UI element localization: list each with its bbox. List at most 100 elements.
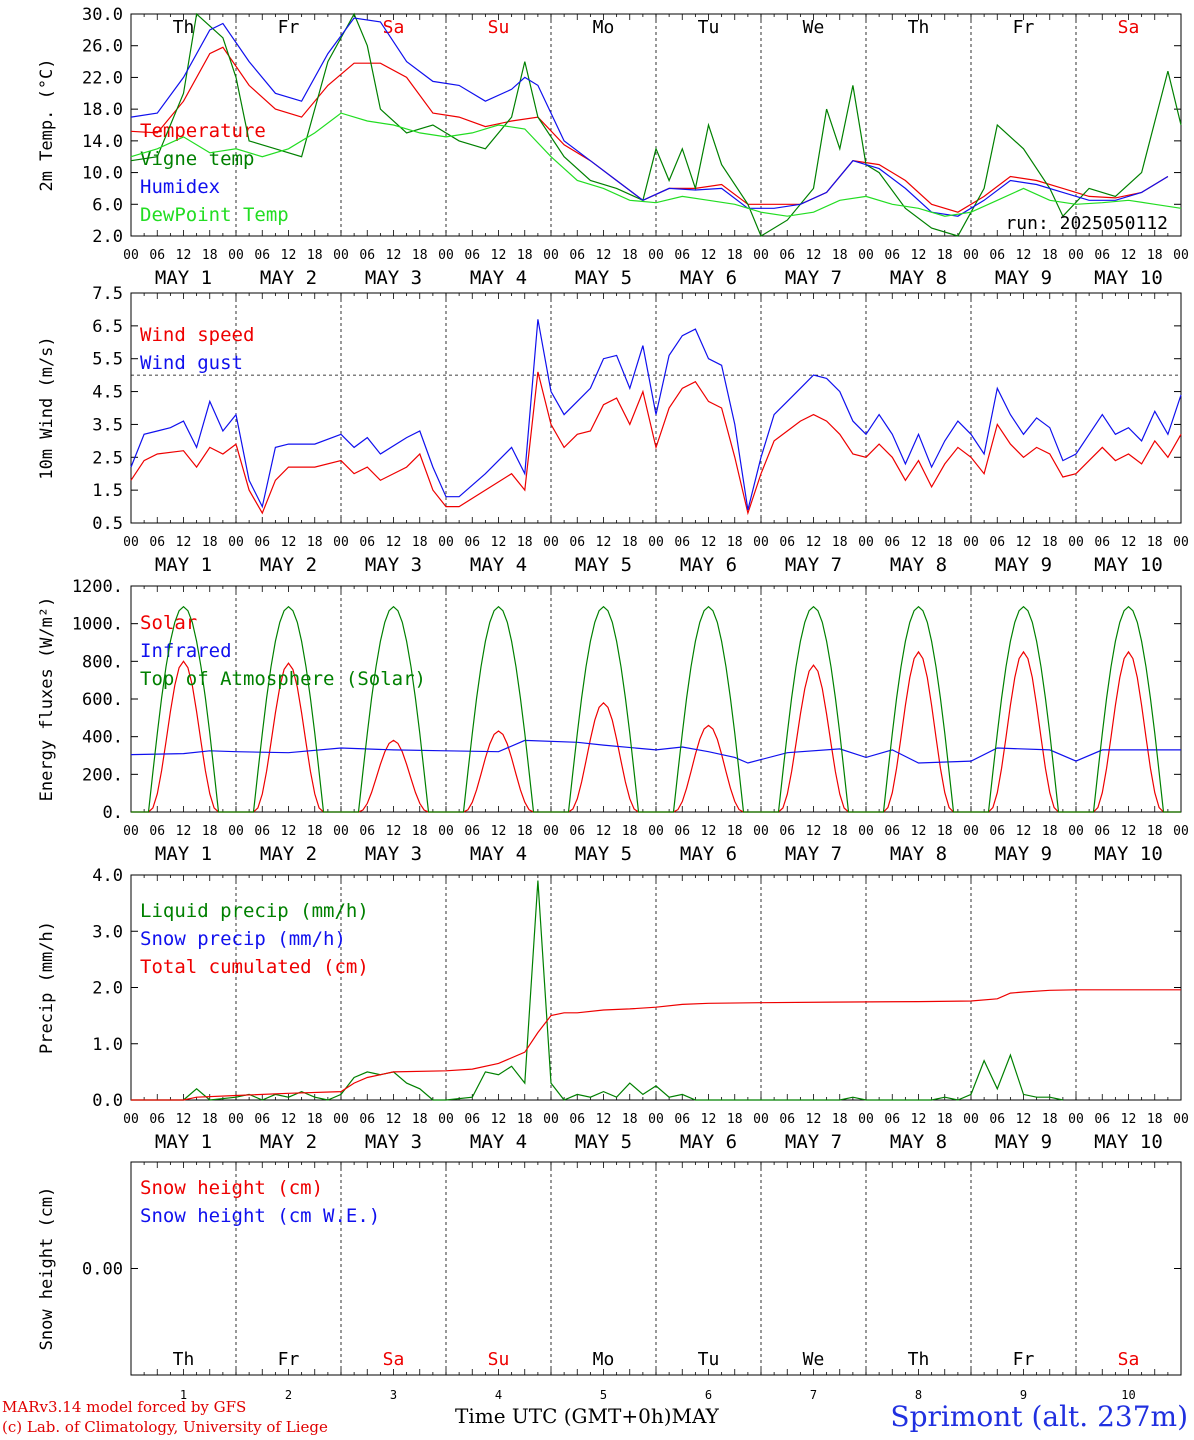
- hour-label: 12: [176, 535, 192, 550]
- hour-label: 00: [228, 1112, 244, 1127]
- date-label: MAY 2: [260, 1131, 317, 1153]
- x-axis-month: MAY: [671, 1404, 719, 1428]
- hour-label: 06: [254, 824, 270, 839]
- series-line-dewpoint-temp: [130, 112, 1182, 217]
- y-tick-label: 26.0: [82, 37, 123, 57]
- hour-label: 06: [569, 824, 585, 839]
- y-tick-label: 18.0: [82, 100, 123, 120]
- hour-label: 00: [228, 824, 244, 839]
- hour-label: 18: [832, 1112, 848, 1127]
- date-label: MAY 10: [1094, 554, 1163, 576]
- hour-label: 00: [753, 248, 769, 263]
- legend-entry: Solar: [140, 612, 197, 634]
- date-label: MAY 7: [785, 554, 842, 576]
- hour-label: 00: [438, 535, 454, 550]
- hour-label: 12: [1121, 1112, 1137, 1127]
- hour-label: 00: [543, 248, 559, 263]
- hour-label: 18: [1147, 248, 1163, 263]
- hour-label: 18: [517, 824, 533, 839]
- day-name: Fr: [1013, 1349, 1035, 1370]
- hour-label: 18: [202, 248, 218, 263]
- hour-label: 12: [491, 824, 507, 839]
- y-tick-label: 400.: [82, 728, 123, 748]
- date-label: MAY 3: [365, 554, 422, 576]
- hour-label: 18: [412, 1112, 428, 1127]
- date-label: MAY 3: [365, 1131, 422, 1153]
- hour-label: 06: [1094, 824, 1110, 839]
- hour-label: 06: [779, 824, 795, 839]
- day-number: 2: [285, 1388, 292, 1402]
- date-label: MAY 1: [155, 267, 212, 289]
- day-name: We: [803, 1349, 825, 1370]
- day-name: Tu: [698, 1349, 720, 1370]
- hour-label: 00: [123, 248, 139, 263]
- hour-label: 00: [333, 535, 349, 550]
- day-number: 5: [600, 1388, 607, 1402]
- hour-label: 12: [1016, 535, 1032, 550]
- series-line-infrared: [130, 739, 1181, 764]
- credit-lab: (c) Lab. of Climatology, University of L…: [2, 1418, 328, 1436]
- hour-label: 00: [963, 248, 979, 263]
- hour-label: 18: [412, 824, 428, 839]
- day-name: Tu: [698, 17, 720, 38]
- y-tick-label: 0.5: [92, 514, 123, 534]
- hour-label: 18: [307, 535, 323, 550]
- day-name: Sa: [383, 1349, 405, 1370]
- date-label: MAY 1: [155, 843, 212, 865]
- date-label: MAY 5: [575, 843, 632, 865]
- day-name: Fr: [278, 17, 300, 38]
- hour-label: 00: [228, 535, 244, 550]
- hour-label: 00: [963, 824, 979, 839]
- hour-label: 18: [202, 1112, 218, 1127]
- y-axis-label: Snow height (cm): [37, 1187, 57, 1351]
- y-tick-label: 1.0: [92, 1035, 123, 1055]
- legend-entry: Snow height (cm W.E.): [140, 1205, 380, 1227]
- hour-label: 06: [359, 824, 375, 839]
- y-tick-label: 2.5: [92, 448, 123, 468]
- day-name: Sa: [383, 17, 405, 38]
- date-label: MAY 2: [260, 554, 317, 576]
- date-label: MAY 5: [575, 1131, 632, 1153]
- hour-label: 06: [254, 1112, 270, 1127]
- run-annotation: run: 2025050112: [1005, 213, 1168, 234]
- hour-label: 12: [281, 248, 297, 263]
- y-tick-label: 2.0: [92, 227, 123, 247]
- date-label: MAY 1: [155, 554, 212, 576]
- y-tick-label: 3.5: [92, 415, 123, 435]
- hour-label: 12: [701, 824, 717, 839]
- hour-label: 06: [1094, 1112, 1110, 1127]
- hour-label: 12: [596, 248, 612, 263]
- day-name: Th: [173, 1349, 195, 1370]
- date-label: MAY 8: [890, 554, 947, 576]
- hour-label: 18: [1042, 1112, 1058, 1127]
- day-name: Mo: [593, 1349, 615, 1370]
- hour-label: 12: [281, 824, 297, 839]
- hour-label: 12: [806, 248, 822, 263]
- hour-label: 06: [884, 535, 900, 550]
- day-name: Fr: [1013, 17, 1035, 38]
- day-name: Th: [908, 17, 930, 38]
- hour-label: 12: [1016, 824, 1032, 839]
- y-tick-label: 0.: [103, 803, 123, 823]
- hour-label: 00: [753, 1112, 769, 1127]
- y-tick-label: 200.: [82, 765, 123, 785]
- date-label: MAY 9: [995, 267, 1052, 289]
- hour-label: 18: [517, 535, 533, 550]
- y-tick-label: 0.0: [92, 1091, 123, 1111]
- date-label: MAY 4: [470, 554, 527, 576]
- y-tick-label: 2.0: [92, 979, 123, 999]
- day-number: 8: [915, 1388, 922, 1402]
- y-tick-label: 7.5: [92, 284, 123, 304]
- hour-label: 18: [412, 535, 428, 550]
- hour-label: 18: [1147, 535, 1163, 550]
- hour-label: 06: [674, 535, 690, 550]
- hour-label: 18: [727, 535, 743, 550]
- date-label: MAY 7: [785, 843, 842, 865]
- hour-label: 12: [701, 248, 717, 263]
- day-number: 3: [390, 1388, 397, 1402]
- date-label: MAY 6: [680, 554, 737, 576]
- hour-label: 06: [149, 248, 165, 263]
- day-number: 9: [1020, 1388, 1027, 1402]
- hour-label: 00: [123, 824, 139, 839]
- hour-label: 06: [989, 1112, 1005, 1127]
